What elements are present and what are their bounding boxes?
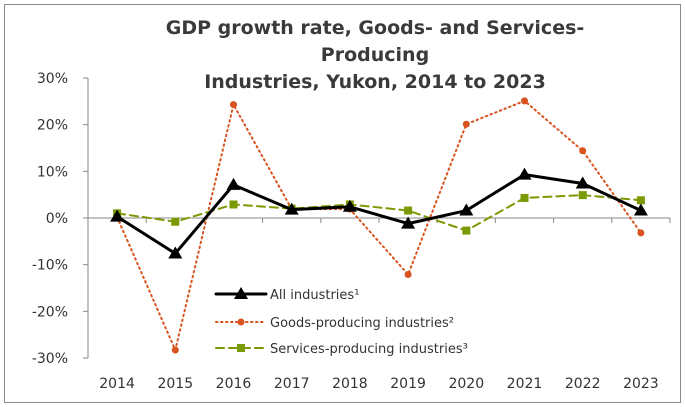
y-tick-label: -30%: [32, 351, 68, 367]
data-point: [110, 209, 125, 222]
x-tick-label: 2021: [507, 376, 543, 392]
data-point: [517, 167, 532, 180]
x-tick-label: 2014: [99, 376, 135, 392]
legend-marker: [237, 318, 245, 326]
x-tick-label: 2016: [216, 376, 252, 392]
data-point: [284, 202, 299, 215]
y-tick-label: 30%: [37, 71, 68, 87]
data-point: [462, 226, 471, 235]
data-point: [229, 200, 238, 209]
data-point: [168, 246, 183, 259]
series-line: [116, 99, 642, 352]
data-point: [578, 191, 587, 200]
data-point: [342, 199, 357, 212]
chart-title-line-2: Industries, Yukon, 2014 to 2023: [204, 71, 546, 93]
data-point: [459, 203, 474, 216]
data-point: [404, 270, 412, 278]
legend-label: Goods-producing industries²: [270, 316, 454, 331]
y-tick-label: -10%: [32, 258, 68, 274]
y-tick-label: -20%: [32, 304, 68, 320]
x-tick-label: 2023: [623, 376, 659, 392]
legend-marker: [237, 344, 245, 352]
data-point: [575, 176, 590, 189]
data-point: [637, 229, 645, 237]
x-tick-label: 2017: [274, 376, 310, 392]
legend-label: Services-producing industries³: [270, 342, 468, 357]
data-point: [520, 193, 529, 202]
chart-title: GDP growth rate, Goods- and Services-Pro…: [115, 15, 635, 96]
data-point: [171, 217, 180, 226]
legend-label: All industries¹: [270, 288, 359, 303]
x-tick-label: 2020: [448, 376, 484, 392]
chart-frame: GDP growth rate, Goods- and Services-Pro…: [4, 4, 681, 403]
series-solid-group: [110, 167, 648, 259]
x-tick-label: 2022: [565, 376, 601, 392]
data-point: [462, 120, 470, 128]
legend-marker: [234, 287, 248, 299]
data-point: [579, 147, 587, 155]
x-tick-label: 2019: [390, 376, 426, 392]
chart-title-line-1: GDP growth rate, Goods- and Services-Pro…: [165, 17, 585, 66]
y-tick-label: 10%: [37, 164, 68, 180]
data-point: [401, 216, 416, 229]
series-line: [115, 173, 643, 255]
data-point: [226, 177, 241, 190]
y-tick-label: 0%: [46, 211, 68, 227]
data-point: [521, 97, 528, 105]
data-point: [404, 206, 413, 215]
data-point: [633, 203, 648, 216]
x-tick-label: 2015: [157, 376, 193, 392]
data-point: [230, 101, 237, 109]
x-tick-label: 2018: [332, 376, 368, 392]
data-point: [636, 196, 645, 205]
series-dashed-group: [113, 191, 645, 235]
y-tick-label: 20%: [37, 118, 68, 134]
data-point: [171, 346, 179, 354]
series-line: [116, 194, 642, 232]
